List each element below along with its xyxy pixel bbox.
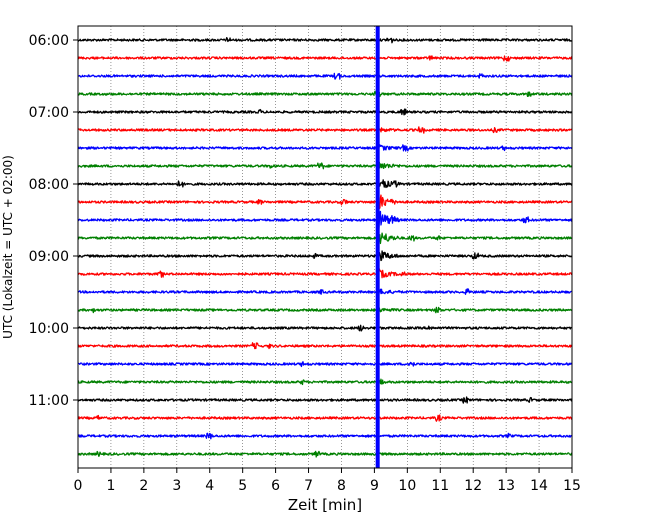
x-tick-label: 12 bbox=[464, 478, 482, 494]
y-tick-label: 11:00 bbox=[29, 393, 69, 409]
x-tick-label: 13 bbox=[497, 478, 515, 494]
x-tick-label: 1 bbox=[106, 478, 115, 494]
x-tick-label: 2 bbox=[139, 478, 148, 494]
trace-0815 bbox=[77, 194, 573, 211]
x-tick-label: 8 bbox=[337, 478, 346, 494]
x-axis-label: Zeit [min] bbox=[288, 496, 362, 514]
y-tick-label: 08:00 bbox=[29, 177, 69, 193]
grid-lines bbox=[110, 26, 540, 468]
trace-1045 bbox=[77, 378, 573, 386]
trace-0830 bbox=[77, 210, 573, 232]
y-axis-label: UTC (Lokalzeit = UTC + 02:00) bbox=[1, 155, 15, 339]
trace-1030 bbox=[77, 361, 573, 368]
trace-0645 bbox=[77, 90, 573, 98]
x-tick-label: 7 bbox=[304, 478, 313, 494]
x-tick-label: 6 bbox=[271, 478, 280, 494]
trace-0700 bbox=[77, 108, 573, 116]
trace-0915 bbox=[77, 268, 573, 280]
x-tick-label: 14 bbox=[530, 478, 548, 494]
trace-1000 bbox=[77, 324, 573, 332]
trace-0715 bbox=[77, 126, 573, 134]
trace-0630 bbox=[77, 72, 573, 80]
y-axis: 06:00 07:00 08:00 09:00 10:00 11:00 bbox=[29, 33, 78, 409]
x-tick-label: 5 bbox=[238, 478, 247, 494]
x-tick-label: 15 bbox=[563, 478, 581, 494]
trace-0845 bbox=[77, 230, 573, 246]
x-tick-label: 9 bbox=[370, 478, 379, 494]
y-tick-label: 07:00 bbox=[29, 105, 69, 121]
x-tick-label: 11 bbox=[431, 478, 449, 494]
trace-1100 bbox=[77, 396, 573, 404]
trace-1130 bbox=[77, 432, 573, 440]
trace-1145 bbox=[77, 450, 573, 458]
trace-0800 bbox=[77, 179, 573, 191]
x-tick-label: 0 bbox=[74, 478, 83, 494]
trace-0900 bbox=[77, 250, 573, 263]
x-tick-label: 4 bbox=[205, 478, 214, 494]
trace-1115 bbox=[77, 414, 573, 422]
x-tick-label: 10 bbox=[398, 478, 416, 494]
seismic-traces bbox=[77, 36, 573, 458]
y-tick-label: 06:00 bbox=[29, 33, 69, 49]
trace-1015 bbox=[77, 342, 573, 350]
trace-0730 bbox=[77, 144, 573, 153]
trace-0600 bbox=[77, 36, 573, 44]
trace-0945 bbox=[77, 306, 573, 314]
trace-0615 bbox=[77, 55, 573, 62]
x-axis: 0 1 2 3 4 5 6 7 8 9 10 11 12 13 14 15 bbox=[74, 468, 581, 494]
x-tick-label: 3 bbox=[172, 478, 181, 494]
plot-frame bbox=[77, 25, 573, 469]
y-tick-label: 10:00 bbox=[29, 321, 69, 337]
trace-0745 bbox=[77, 161, 573, 171]
trace-0930 bbox=[77, 288, 573, 296]
y-tick-label: 09:00 bbox=[29, 249, 69, 265]
